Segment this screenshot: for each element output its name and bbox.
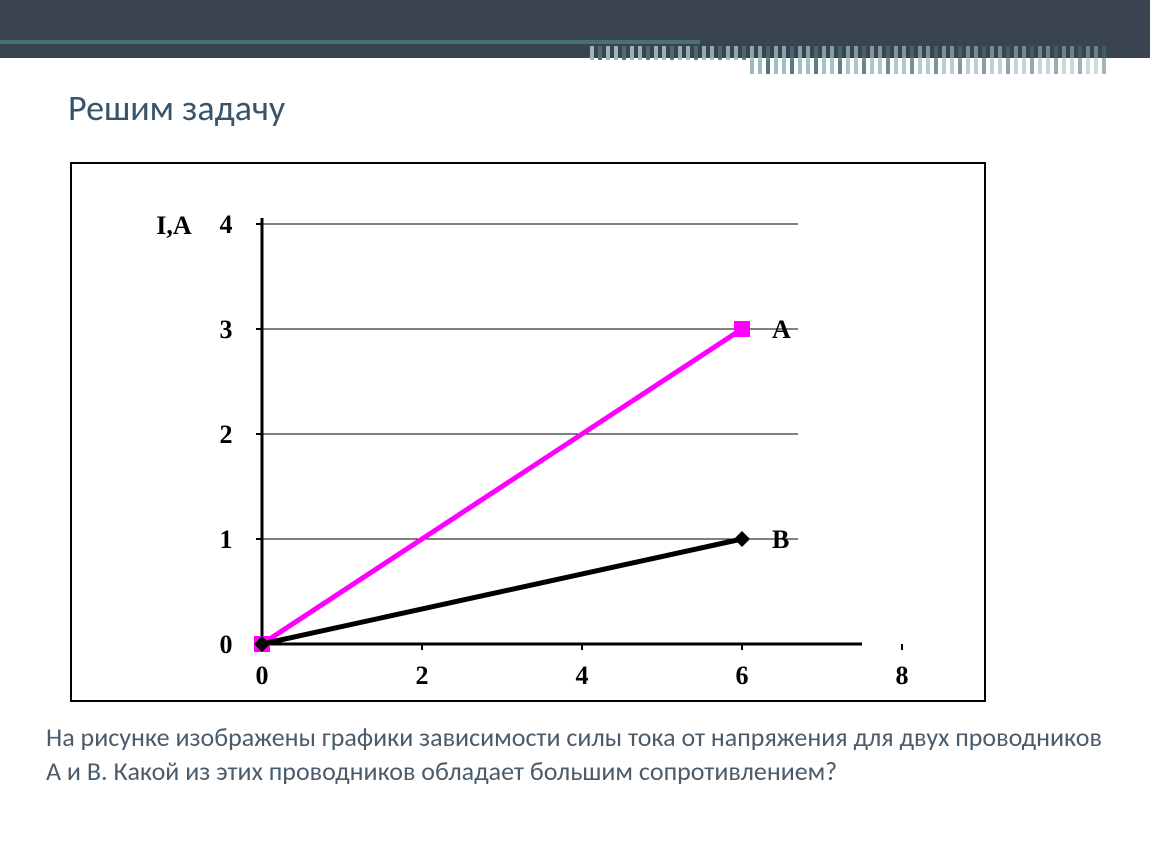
svg-text:2: 2: [220, 420, 233, 449]
svg-text:6: 6: [736, 661, 749, 690]
svg-text:0: 0: [256, 661, 269, 690]
svg-text:1: 1: [220, 525, 233, 554]
svg-text:4: 4: [576, 661, 589, 690]
svg-text:0: 0: [220, 630, 233, 659]
slide-title: Решим задачу: [68, 86, 285, 130]
svg-text:A: A: [772, 315, 791, 344]
header-accent-bottom: [750, 60, 1110, 74]
chart-svg: 0123402468I,AU,BAB: [72, 164, 984, 700]
svg-text:I,A: I,A: [156, 211, 192, 240]
svg-text:4: 4: [220, 210, 233, 239]
chart-container: 0123402468I,AU,BAB: [70, 162, 986, 702]
svg-text:2: 2: [416, 661, 429, 690]
svg-text:8: 8: [896, 661, 909, 690]
svg-text:B: B: [772, 525, 789, 554]
svg-text:3: 3: [220, 315, 233, 344]
header-accent-top: [590, 46, 1110, 60]
header-rule: [0, 40, 700, 44]
question-text: На рисунке изображены графики зависимост…: [46, 720, 1106, 789]
